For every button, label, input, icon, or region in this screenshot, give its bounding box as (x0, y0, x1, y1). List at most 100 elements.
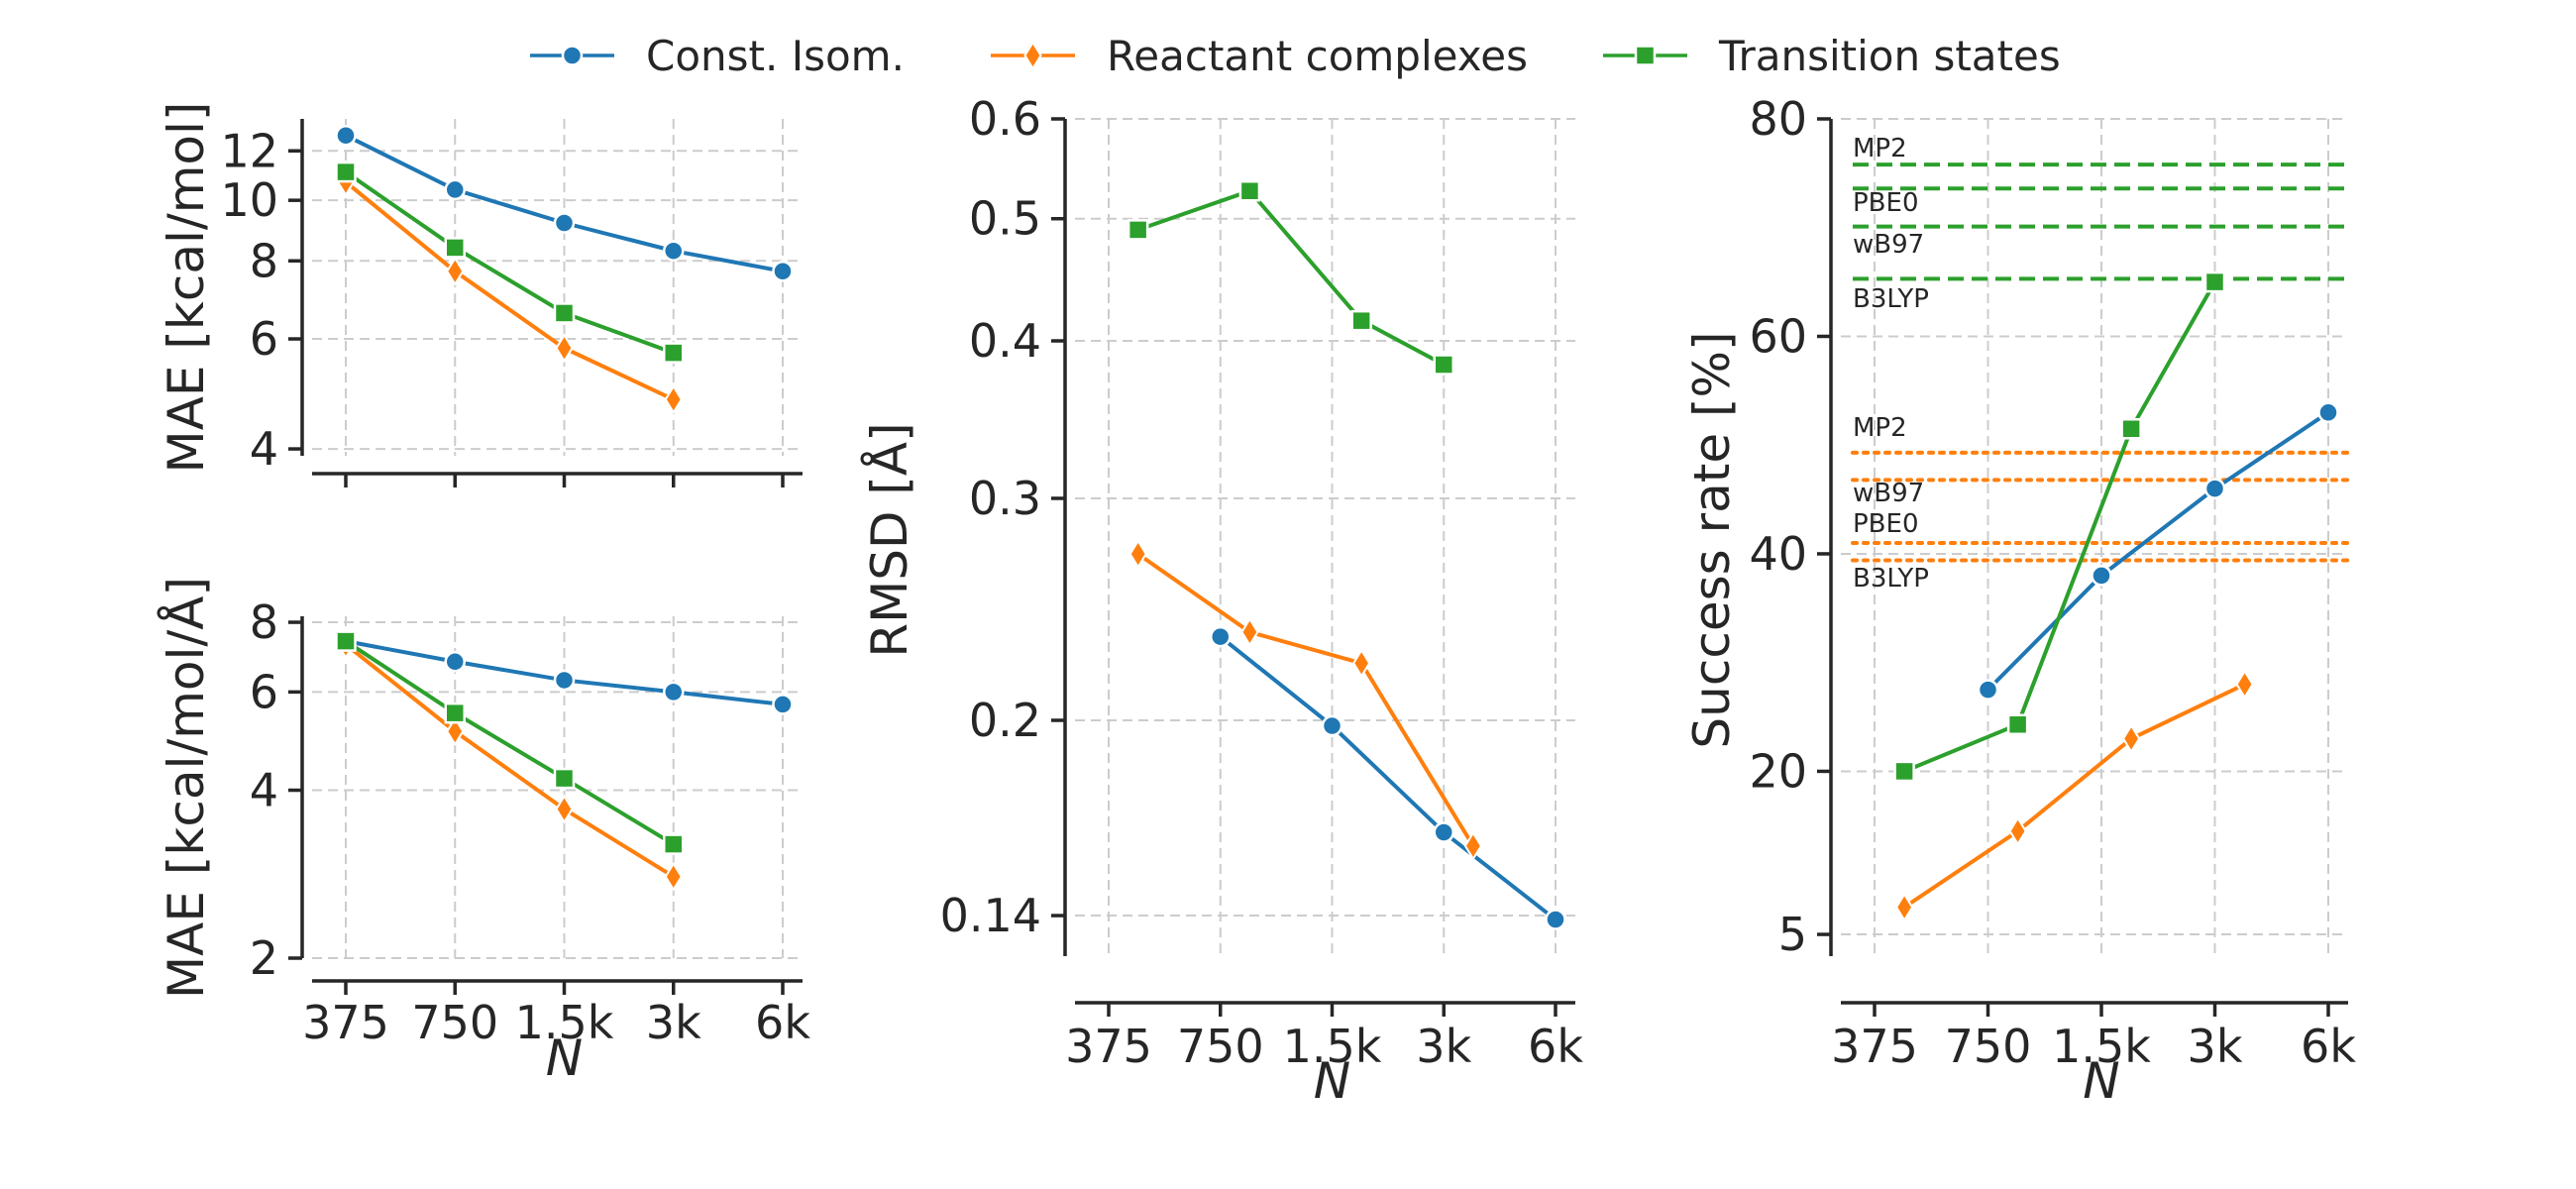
x-tick-label: 375 (302, 996, 389, 1049)
y-tick-label: 0.5 (969, 192, 1041, 246)
y-tick-label: 12 (220, 124, 278, 177)
x-tick-label: 750 (411, 996, 498, 1049)
data-point (2317, 401, 2339, 424)
x-tick-label: 3k (1416, 1020, 1471, 1073)
series-line (1137, 188, 1446, 367)
x-tick-label: 3k (2188, 1020, 2243, 1073)
y-tick-label: 40 (1749, 527, 1807, 581)
data-point (553, 212, 576, 234)
series-line (344, 180, 675, 401)
x-tick-label: 6k (755, 996, 810, 1049)
data-point (2121, 723, 2141, 754)
series-line (344, 639, 675, 846)
x-tick-label: 6k (1528, 1020, 1583, 1073)
data-point (772, 694, 794, 715)
legend-marker-circle (561, 45, 584, 66)
series-reactant-complexes (336, 629, 683, 892)
x-axis (312, 472, 803, 487)
series-transition-states (1127, 179, 1454, 376)
data-point (2006, 713, 2029, 736)
legend: Const. Isom. Reactant complexes Transition… (530, 32, 2061, 80)
x-axis: 375 750 1.5k 3k 6k N (302, 979, 810, 1087)
data-point (1128, 539, 1147, 570)
x-tick-label: 6k (2301, 1020, 2356, 1073)
data-point (444, 651, 466, 673)
series-line (1136, 552, 1475, 847)
data-point (772, 260, 794, 282)
data-point (1433, 354, 1454, 376)
data-point (1321, 714, 1343, 737)
y-tick-label: 0.14 (940, 889, 1041, 942)
legend-marker-square (1634, 45, 1657, 66)
data-point (664, 861, 683, 892)
data-point (446, 256, 465, 286)
y-tick-label: 5 (1778, 908, 1807, 961)
series-line (1903, 682, 2246, 910)
y-tick-label: 6 (250, 665, 278, 718)
data-point (1893, 760, 1915, 783)
data-point (555, 794, 574, 824)
data-point (335, 630, 357, 652)
data-point (2235, 669, 2254, 700)
legend-entry-transition-states: Transition states (1603, 32, 2061, 80)
data-point (663, 681, 685, 703)
y-axis: 2 4 6 8 (250, 595, 304, 985)
series-const-isom (335, 124, 794, 282)
legend-marker-diamond (1023, 41, 1042, 70)
y-tick-label: 0.2 (969, 694, 1041, 747)
x-tick-label: 750 (1177, 1020, 1264, 1073)
series-line (1903, 280, 2217, 774)
y-axis: 0.14 0.2 0.3 0.4 0.5 0.6 (940, 92, 1067, 956)
y-tick-label: 20 (1749, 744, 1807, 798)
legend-label: Transition states (1718, 32, 2061, 80)
data-point (2120, 418, 2142, 440)
legend-label: Const. Isom. (646, 32, 905, 80)
x-tick-label: 375 (1831, 1020, 1918, 1073)
data-point (1977, 679, 1999, 701)
data-point (1433, 821, 1454, 843)
series-line (344, 169, 675, 355)
data-point (1127, 219, 1149, 241)
y-tick-label: 0.4 (969, 314, 1041, 368)
panel-success-rate: 5 20 40 60 80 Success rate [%] 375 750 1.5k 3k 6k N… (1683, 92, 2356, 1110)
data-point (553, 669, 576, 692)
x-tick-label: 1.5k (515, 996, 614, 1049)
data-point (1210, 625, 1232, 648)
y-axis-label: MAE [kcal/mol/Å] (158, 577, 215, 999)
data-point (1350, 309, 1372, 332)
legend-label: Reactant complexes (1107, 32, 1528, 80)
panel-rmsd: 0.14 0.2 0.3 0.4 0.5 0.6 RMSD [Å] 375 750 1.5k 3k 6… (861, 92, 1583, 1110)
y-tick-label: 4 (250, 422, 278, 476)
panel-forces-mae: 2 4 6 8 MAE [kcal/mol/Å] 375 750 1.5k 3k 6k N (158, 577, 810, 1087)
data-point (555, 333, 574, 364)
y-axis-label: Success rate [%] (1683, 331, 1741, 748)
x-tick-label: 375 (1065, 1020, 1152, 1073)
data-point (2203, 270, 2226, 293)
series-const-isom (1977, 401, 2339, 701)
series-line (1219, 635, 1557, 921)
y-tick-label: 6 (250, 312, 278, 366)
data-point (446, 716, 465, 747)
reference-label-wb97: wB97 (1853, 230, 1924, 260)
y-axis: 5 20 40 60 80 (1749, 92, 1833, 961)
reference-label-b3lyp: B3LYP (1853, 284, 1929, 314)
y-tick-label: 0.6 (969, 92, 1041, 146)
data-point (1240, 616, 1259, 647)
series-line (1986, 410, 2330, 692)
y-tick-label: 8 (250, 234, 278, 287)
y-tick-label: 10 (220, 173, 278, 227)
x-tick-label: 3k (646, 996, 701, 1049)
y-axis-label: MAE [kcal/mol] (158, 102, 215, 474)
x-axis: 375 750 1.5k 3k 6k N (1831, 1001, 2356, 1110)
series-transition-states (335, 630, 685, 855)
y-tick-label: 2 (250, 931, 278, 985)
data-point (444, 237, 466, 259)
reference-label-mp2: MP2 (1853, 134, 1907, 163)
y-tick-label: 60 (1749, 309, 1807, 363)
x-axis-label: N (2083, 1052, 2119, 1110)
data-point (1545, 909, 1566, 930)
series-line (344, 642, 675, 879)
